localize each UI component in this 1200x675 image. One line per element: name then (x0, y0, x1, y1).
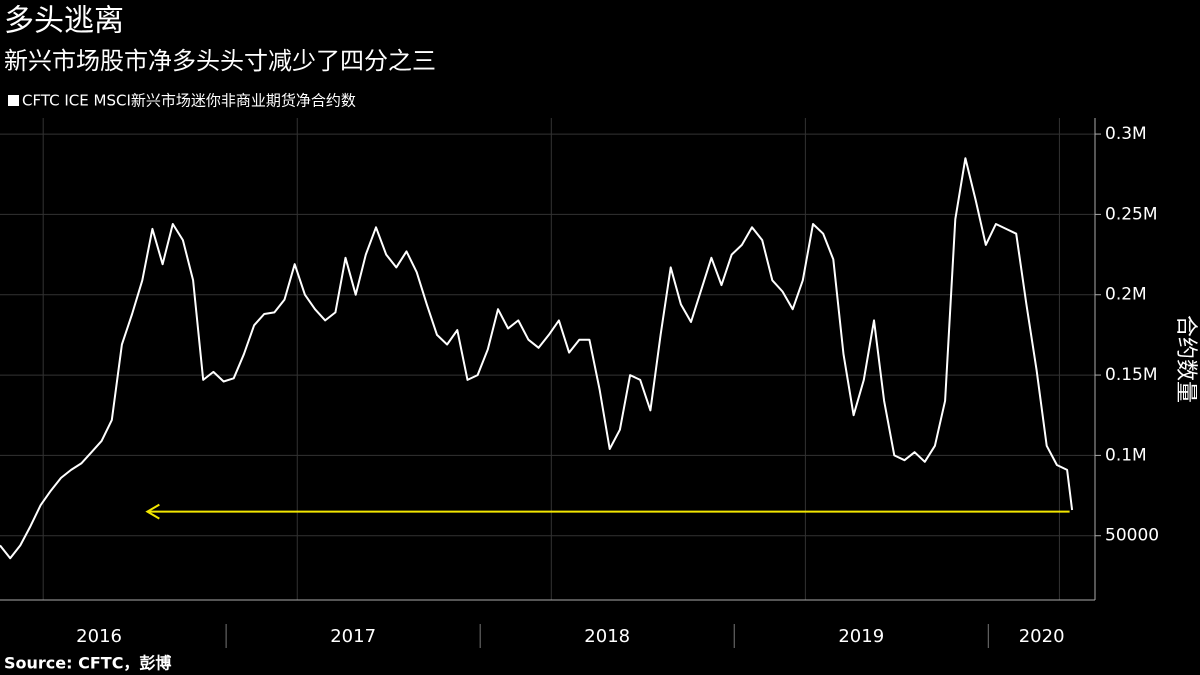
x-tick-label: 2019 (838, 626, 884, 647)
y-tick-label: 0.25M (1105, 204, 1158, 224)
chart-subtitle: 新兴市场股市净多头头寸减少了四分之三 (4, 47, 436, 75)
y-tick-label: 0.15M (1105, 365, 1158, 385)
y-tick-label: 0.1M (1105, 445, 1147, 465)
y-axis-label: 合约数量 (1173, 315, 1198, 403)
arrow-head (145, 503, 160, 520)
line-series (0, 157, 1074, 560)
x-tick-label: 2020 (1019, 626, 1065, 647)
legend-label: CFTC ICE MSCI新兴市场迷你非商业期货净合约数 (22, 92, 356, 110)
y-tick-label: 0.3M (1105, 124, 1147, 144)
chart-title: 多头逃离 (4, 4, 124, 39)
source: Source: CFTC，彭博 (4, 654, 171, 673)
legend-swatch (8, 95, 19, 106)
y-tick-label: 0.2M (1105, 285, 1147, 305)
x-tick-label: 2016 (76, 626, 122, 647)
y-tick-label: 50000 (1105, 526, 1159, 546)
x-tick-label: 2018 (584, 626, 630, 647)
x-tick-label: 2017 (330, 626, 376, 647)
